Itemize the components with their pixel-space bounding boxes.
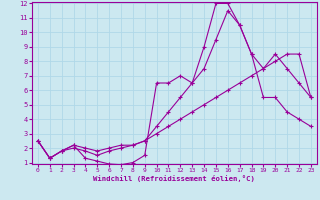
X-axis label: Windchill (Refroidissement éolien,°C): Windchill (Refroidissement éolien,°C) <box>93 175 255 182</box>
